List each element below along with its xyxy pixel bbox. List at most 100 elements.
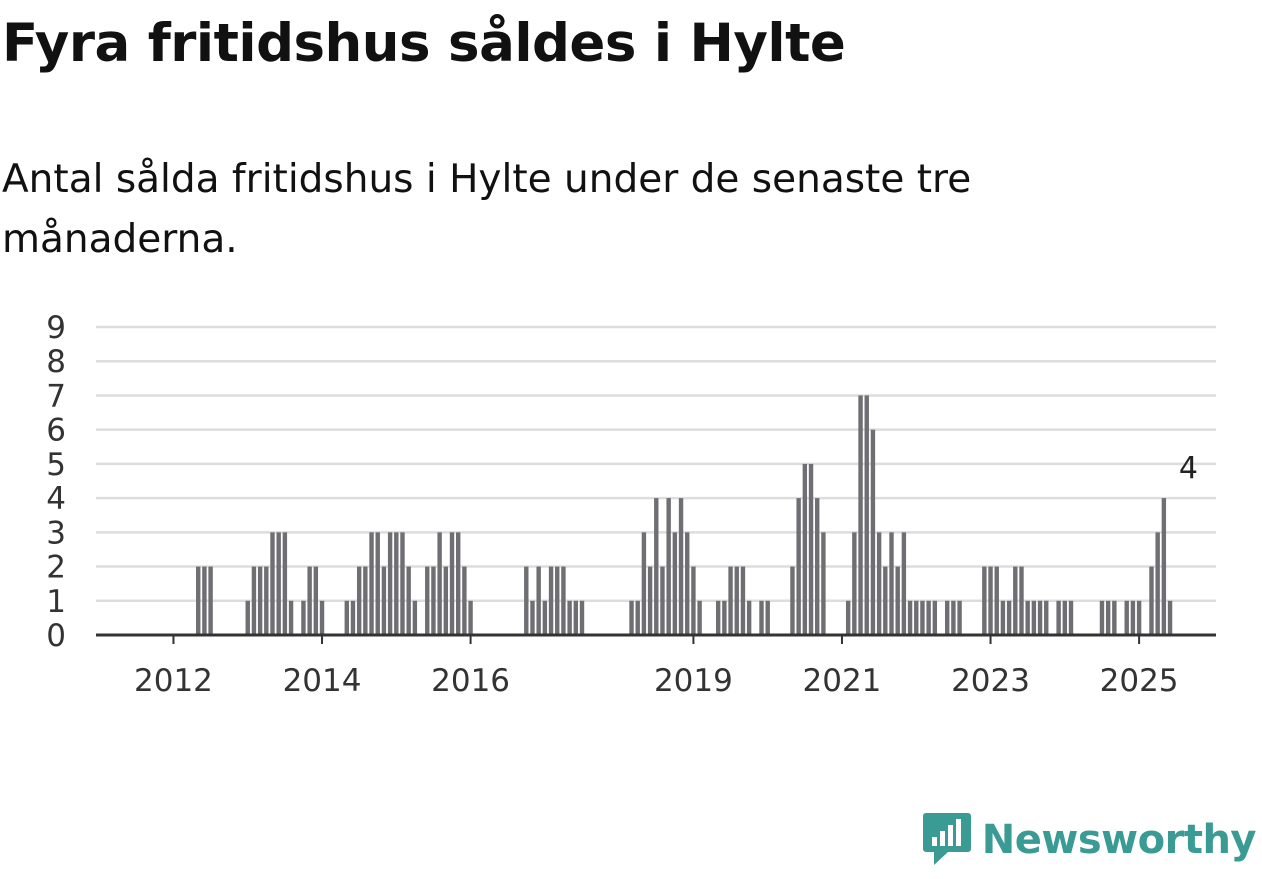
bar bbox=[313, 566, 319, 635]
bar bbox=[845, 600, 851, 635]
bar bbox=[945, 600, 950, 635]
bar bbox=[257, 566, 263, 635]
y-tick-label: 3 bbox=[46, 515, 66, 551]
bar bbox=[982, 566, 987, 635]
bar bbox=[926, 600, 931, 635]
bar bbox=[431, 566, 436, 635]
bar bbox=[1136, 600, 1142, 635]
bar bbox=[1031, 600, 1037, 635]
bar bbox=[920, 600, 925, 635]
x-tick-label: 2023 bbox=[951, 663, 1030, 699]
bar bbox=[932, 600, 938, 635]
bar bbox=[443, 566, 449, 635]
bar bbox=[876, 532, 882, 635]
bar bbox=[567, 600, 572, 635]
bar bbox=[555, 566, 560, 635]
bar bbox=[685, 532, 690, 635]
bar bbox=[573, 600, 579, 635]
newsworthy-brand-name: Newsworthy bbox=[981, 817, 1257, 863]
bar bbox=[1025, 600, 1030, 635]
newsworthy-logo-icon bbox=[922, 809, 972, 871]
bar bbox=[202, 566, 207, 635]
bar bbox=[530, 600, 535, 635]
bar bbox=[697, 600, 702, 635]
x-tick-label: 2019 bbox=[654, 663, 733, 699]
bar bbox=[356, 566, 362, 635]
bar bbox=[307, 566, 312, 635]
bar bbox=[363, 566, 368, 635]
bar bbox=[1013, 566, 1018, 635]
bar bbox=[715, 600, 721, 635]
bar bbox=[536, 566, 541, 635]
bar bbox=[196, 566, 201, 635]
bar bbox=[548, 566, 554, 635]
bar bbox=[907, 600, 913, 635]
x-tick-label: 2014 bbox=[283, 663, 362, 699]
bar bbox=[790, 566, 795, 635]
bar bbox=[381, 566, 387, 635]
bar bbox=[1161, 498, 1167, 635]
x-tick-label: 2012 bbox=[134, 663, 213, 699]
bar bbox=[858, 395, 863, 635]
bar bbox=[802, 463, 808, 635]
bar bbox=[746, 600, 752, 635]
bar bbox=[666, 498, 671, 635]
bar bbox=[400, 532, 405, 635]
x-tick-label: 2021 bbox=[803, 663, 882, 699]
x-tick-label: 2016 bbox=[431, 663, 510, 699]
bar bbox=[740, 566, 746, 635]
bar bbox=[449, 532, 455, 635]
bar bbox=[1006, 600, 1012, 635]
y-tick-label: 4 bbox=[46, 481, 66, 517]
bar bbox=[1124, 600, 1129, 635]
bar bbox=[208, 566, 213, 635]
bar bbox=[375, 532, 380, 635]
bar bbox=[1099, 600, 1105, 635]
bar bbox=[394, 532, 399, 635]
bar bbox=[412, 600, 418, 635]
bars bbox=[196, 395, 1173, 635]
bar bbox=[462, 566, 467, 635]
bar bbox=[276, 532, 281, 635]
bar bbox=[1037, 600, 1043, 635]
bar bbox=[765, 600, 770, 635]
bar bbox=[369, 532, 374, 635]
bar bbox=[406, 566, 411, 635]
bar bbox=[901, 532, 907, 635]
bar bbox=[1105, 600, 1111, 635]
bar bbox=[852, 532, 857, 635]
bar bbox=[635, 600, 640, 635]
chart-title: Fyra fritidshus såldes i Hylte bbox=[2, 13, 846, 74]
bar bbox=[579, 600, 585, 635]
y-tick-label: 6 bbox=[46, 413, 66, 449]
bar bbox=[288, 600, 294, 635]
bar bbox=[561, 566, 566, 635]
bar bbox=[524, 566, 529, 635]
bar bbox=[654, 498, 659, 635]
bar bbox=[951, 600, 956, 635]
bar bbox=[251, 566, 257, 635]
bar bbox=[1062, 600, 1068, 635]
bar bbox=[678, 498, 684, 635]
bar bbox=[270, 532, 275, 635]
bar bbox=[245, 600, 250, 635]
bar bbox=[994, 566, 999, 635]
bar bbox=[889, 532, 894, 635]
bar bbox=[350, 600, 356, 635]
y-tick-label: 7 bbox=[46, 378, 66, 414]
bar bbox=[542, 600, 548, 635]
bar bbox=[914, 600, 919, 635]
newsworthy-brand: Newsworthy bbox=[922, 809, 1257, 871]
bar bbox=[672, 532, 678, 635]
bar bbox=[759, 600, 764, 635]
bar bbox=[691, 566, 696, 635]
bar bbox=[301, 600, 306, 635]
highlight-data-label: 4 bbox=[1179, 451, 1198, 486]
bar bbox=[282, 532, 288, 635]
bar bbox=[647, 566, 653, 635]
bar bbox=[883, 566, 888, 635]
bar bbox=[728, 566, 733, 635]
bar bbox=[264, 566, 269, 635]
y-tick-label: 0 bbox=[46, 618, 66, 654]
